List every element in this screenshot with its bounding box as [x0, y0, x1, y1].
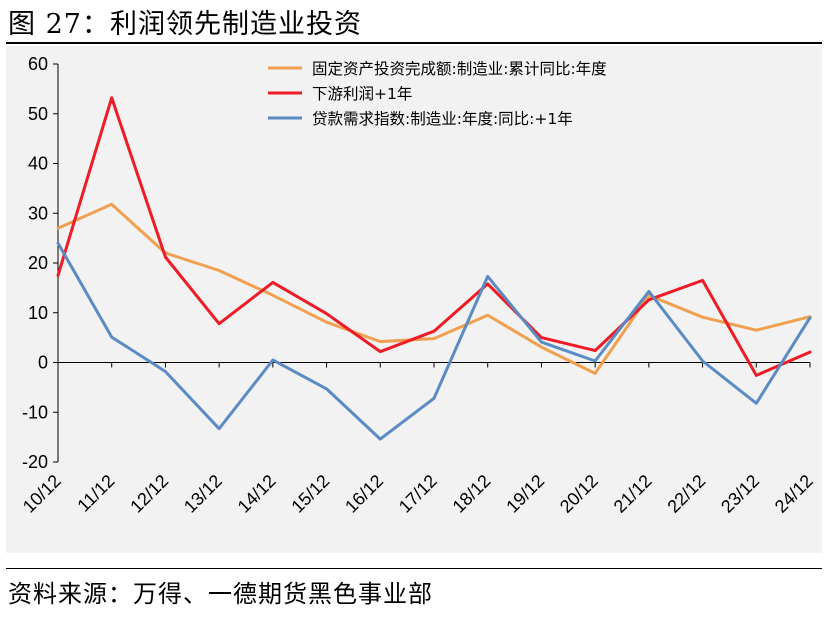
x-tick-label: 18/12	[449, 471, 495, 517]
x-tick-label: 24/12	[771, 471, 817, 517]
x-tick-label: 12/12	[126, 471, 172, 517]
y-tick-label: 30	[28, 203, 48, 223]
x-tick-label: 10/12	[19, 471, 65, 517]
source-rule	[6, 568, 822, 569]
x-tick-label: 23/12	[717, 471, 763, 517]
x-tick-label: 13/12	[180, 471, 226, 517]
x-tick-label: 14/12	[234, 471, 280, 517]
x-tick-label: 11/12	[73, 471, 118, 516]
series-line-3	[56, 241, 812, 441]
title-rule	[6, 42, 822, 44]
series-line-2	[56, 96, 812, 377]
series-line-1	[56, 202, 812, 375]
x-tick-label: 19/12	[502, 471, 548, 517]
x-tick-label: 21/12	[610, 471, 656, 517]
x-tick-label: 15/12	[287, 471, 333, 517]
y-tick-label: 50	[28, 104, 48, 124]
y-tick-label: 0	[38, 353, 48, 373]
chart-background	[6, 46, 822, 553]
x-tick-label: 20/12	[556, 471, 602, 517]
chart-legend: 固定资产投资完成额:制造业:累计同比:年度下游利润+1年贷款需求指数:制造业:年…	[268, 60, 607, 128]
y-tick-label: 60	[28, 54, 48, 74]
legend-label-3: 贷款需求指数:制造业:年度:同比:+1年	[312, 110, 573, 128]
x-tick-label: 16/12	[341, 471, 387, 517]
y-tick-label: 20	[28, 253, 48, 273]
legend-label-1: 固定资产投资完成额:制造业:累计同比:年度	[312, 60, 607, 78]
y-tick-label: -20	[22, 452, 48, 472]
source-note: 资料来源：万得、一德期货黑色事业部	[8, 580, 433, 608]
chart-series	[56, 96, 812, 441]
legend-label-2: 下游利润+1年	[312, 85, 412, 103]
y-tick-label: 10	[28, 303, 48, 323]
x-tick-label: 22/12	[663, 471, 709, 517]
x-tick-label: 17/12	[395, 471, 441, 517]
y-tick-label: 40	[28, 154, 48, 174]
figure-title: 图 27：利润领先制造业投资	[8, 9, 362, 40]
y-tick-label: -10	[22, 402, 48, 422]
